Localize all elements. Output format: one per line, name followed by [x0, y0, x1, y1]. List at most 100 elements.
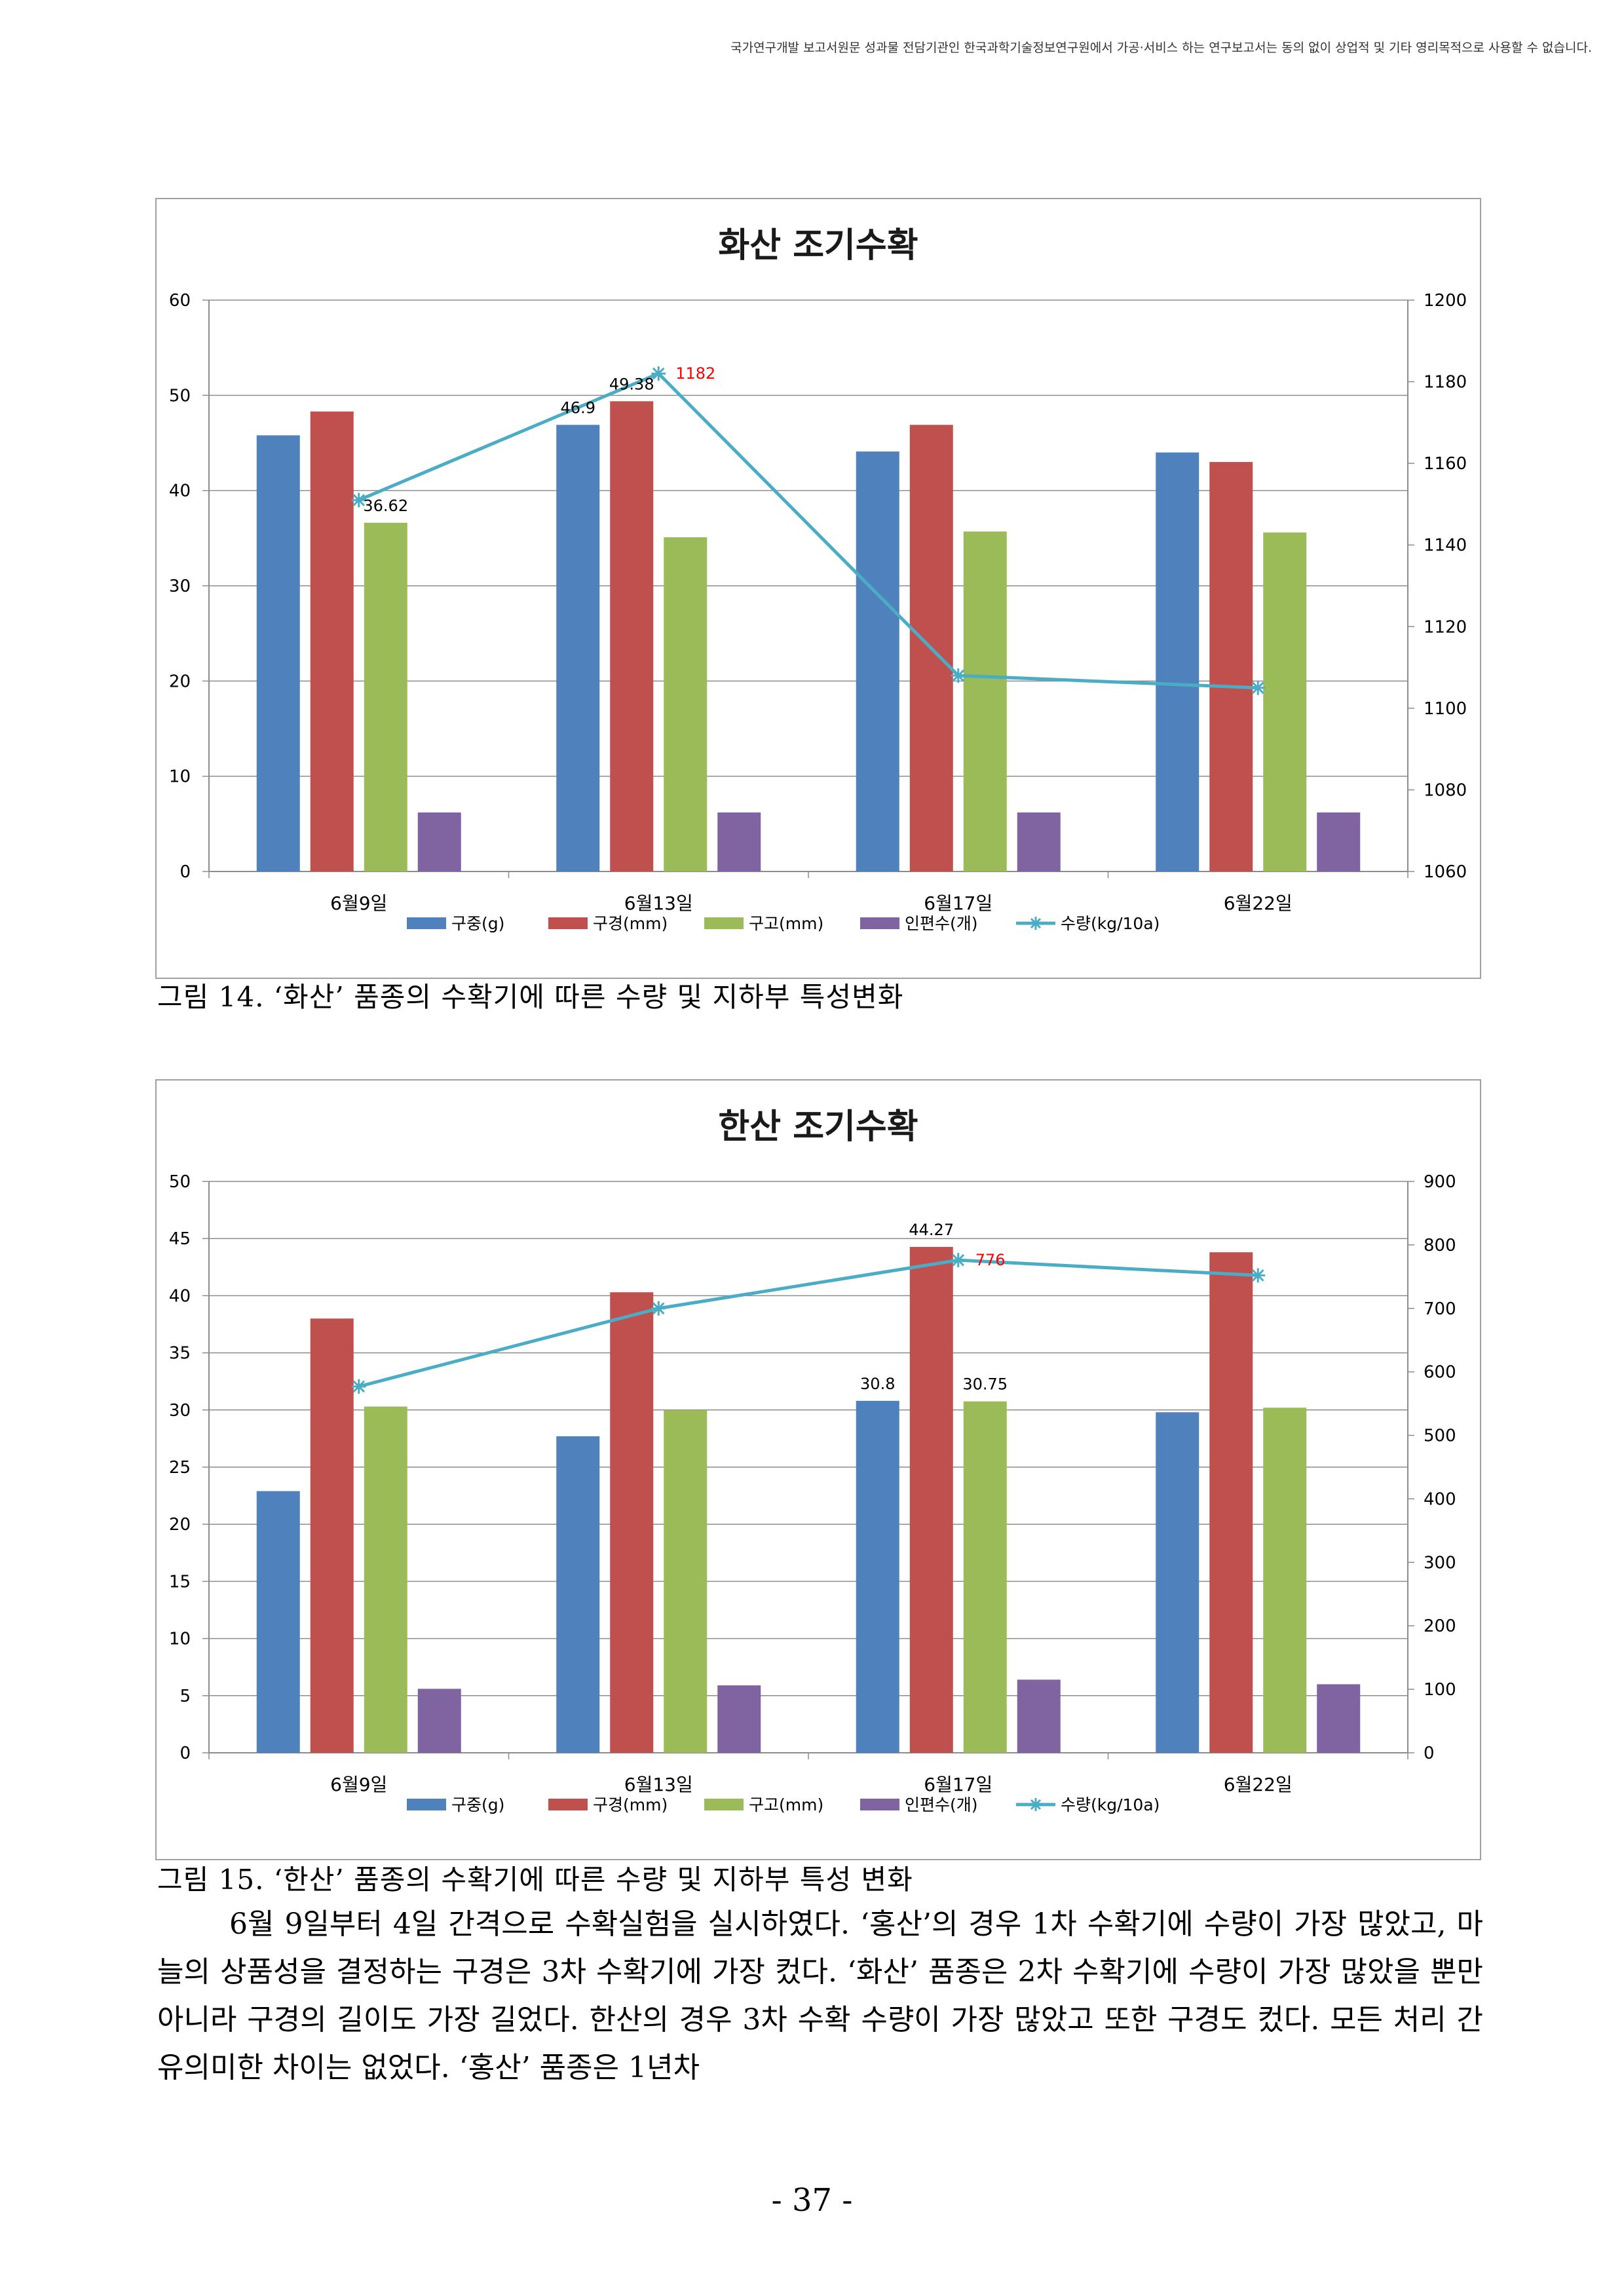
y2-tick-label: 1180: [1424, 373, 1467, 392]
y2-tick-label: 900: [1424, 1172, 1456, 1192]
bar: [610, 1292, 654, 1753]
legend-swatch: [704, 1799, 744, 1810]
gridlines: [202, 299, 1414, 872]
legend-swatch: [704, 917, 744, 929]
series-line: [358, 1258, 1258, 1388]
data-label: 44.27: [909, 1221, 954, 1239]
bar: [717, 1685, 761, 1753]
x-tick-label: 6월17일: [924, 892, 992, 914]
chart-hansan-early-harvest: 한산 조기수확051015202530354045500100200300400…: [169, 1107, 1456, 1814]
bar: [1317, 812, 1361, 871]
legend-item: 구고(mm): [704, 914, 823, 933]
legend-item: 구고(mm): [704, 1795, 823, 1814]
legend-label: 구고(mm): [749, 914, 823, 933]
legend-item: 수량(kg/10a): [1016, 914, 1160, 933]
y2-tick-label: 1160: [1424, 454, 1467, 474]
y-tick-label: 50: [169, 386, 191, 406]
bar: [664, 537, 708, 871]
y2-tick-label: 400: [1424, 1489, 1456, 1509]
bar: [1156, 452, 1199, 871]
bar: [610, 401, 654, 871]
figure-14-caption: 그림 14. ‘화산’ 품종의 수확기에 따른 수량 및 지하부 특성변화: [157, 981, 904, 1013]
y2-tick-label: 600: [1424, 1363, 1456, 1383]
legend-item: 구중(g): [407, 914, 504, 933]
data-label: 46.9: [561, 398, 595, 417]
legend-swatch: [407, 917, 446, 929]
bar: [556, 1436, 600, 1753]
bar: [417, 1689, 461, 1753]
y-tick-label: 5: [179, 1687, 191, 1706]
bar: [1317, 1684, 1361, 1753]
bar: [1017, 1679, 1061, 1753]
bar: [1263, 1407, 1307, 1753]
chart-frame-hansan: 한산 조기수확 0 5 10 15 20 25 30 35 40 45 50 0 100 200 300 400…: [155, 1079, 1481, 1860]
y2-tick-label: 500: [1424, 1426, 1456, 1446]
bar: [556, 425, 600, 871]
bar: [856, 451, 899, 871]
legend-label: 인편수(개): [905, 1795, 978, 1814]
page-number: - 37 -: [771, 2182, 853, 2219]
y2-tick-label: 1140: [1424, 536, 1467, 556]
bar: [909, 1246, 953, 1753]
bar: [1209, 1252, 1253, 1753]
y2-tick-label: 700: [1424, 1299, 1456, 1319]
y2-tick-label: 1100: [1424, 699, 1467, 719]
legend-label: 수량(kg/10a): [1061, 1795, 1160, 1814]
data-label: 49.38: [609, 375, 654, 393]
legend-label: 구고(mm): [749, 1795, 823, 1814]
bar: [364, 522, 407, 871]
gridlines: [202, 1181, 1414, 1753]
y-tick-label: 30: [169, 577, 191, 596]
point: [951, 668, 966, 683]
bar: [1156, 1412, 1199, 1753]
point: [651, 366, 666, 381]
y-tick-label: 50: [169, 1172, 191, 1192]
x-tick-label: 6월22일: [1224, 892, 1293, 914]
chart-hwasan-early-harvest: 화산 조기수확 0 10 20 30 40 50 60 1060 1080 1100 1120 1140…: [169, 226, 1467, 933]
y-tick-label: 40: [169, 482, 191, 501]
legend-label: 구경(mm): [593, 1795, 668, 1814]
point: [351, 493, 366, 508]
x-tick-label: 6월17일: [924, 1774, 992, 1795]
bar: [256, 1491, 300, 1753]
bar: [1017, 812, 1061, 871]
legend-item: 구경(mm): [548, 914, 668, 933]
legend-label: 구중(g): [451, 1795, 504, 1814]
legend-swatch: [860, 1799, 899, 1810]
point: [1251, 1268, 1266, 1283]
bar: [963, 1401, 1007, 1753]
legend-item: 수량(kg/10a): [1016, 1795, 1160, 1814]
y2-tick-label: 0: [1424, 1744, 1435, 1763]
y-tick-label: 30: [169, 1401, 191, 1421]
legend-label: 구중(g): [451, 914, 504, 933]
bar: [856, 1400, 899, 1753]
y2-tick-label: 300: [1424, 1553, 1456, 1573]
data-label: 1182: [675, 364, 715, 383]
bar: [310, 1318, 354, 1753]
point: [651, 1301, 666, 1316]
y2-tick-label: 1080: [1424, 780, 1467, 800]
data-label: 30.8: [860, 1375, 895, 1393]
y-tick-label: 60: [169, 291, 191, 311]
legend-swatch: [407, 1799, 446, 1810]
y-tick-label: 40: [169, 1286, 191, 1306]
legend-swatch: [548, 1799, 588, 1810]
y2-tick-label: 1060: [1424, 862, 1467, 882]
chart-frame-hwasan: 화산 조기수확 0 10 20 30 40 50 60 1060 1080 1100 1120 1140…: [155, 198, 1481, 979]
y2-tick-label: 800: [1424, 1236, 1456, 1255]
y-tick-label: 20: [169, 672, 191, 691]
series-line: [358, 372, 1258, 690]
y-tick-label: 10: [169, 767, 191, 787]
bar: [717, 812, 761, 871]
y-tick-label: 0: [179, 1744, 191, 1763]
copyright-header-note: 국가연구개발 보고서원문 성과물 전담기관인 한국과학기술정보연구원에서 가공·…: [730, 41, 1592, 55]
point: [351, 1379, 366, 1394]
y-tick-label: 45: [169, 1229, 191, 1249]
y-tick-label: 20: [169, 1515, 191, 1535]
bar: [417, 812, 461, 871]
data-label: 776: [975, 1251, 1006, 1269]
x-tick-label: 6월13일: [624, 1774, 693, 1795]
point: [951, 1253, 966, 1268]
y-tick-label: 15: [169, 1572, 191, 1592]
bar: [1263, 532, 1307, 871]
